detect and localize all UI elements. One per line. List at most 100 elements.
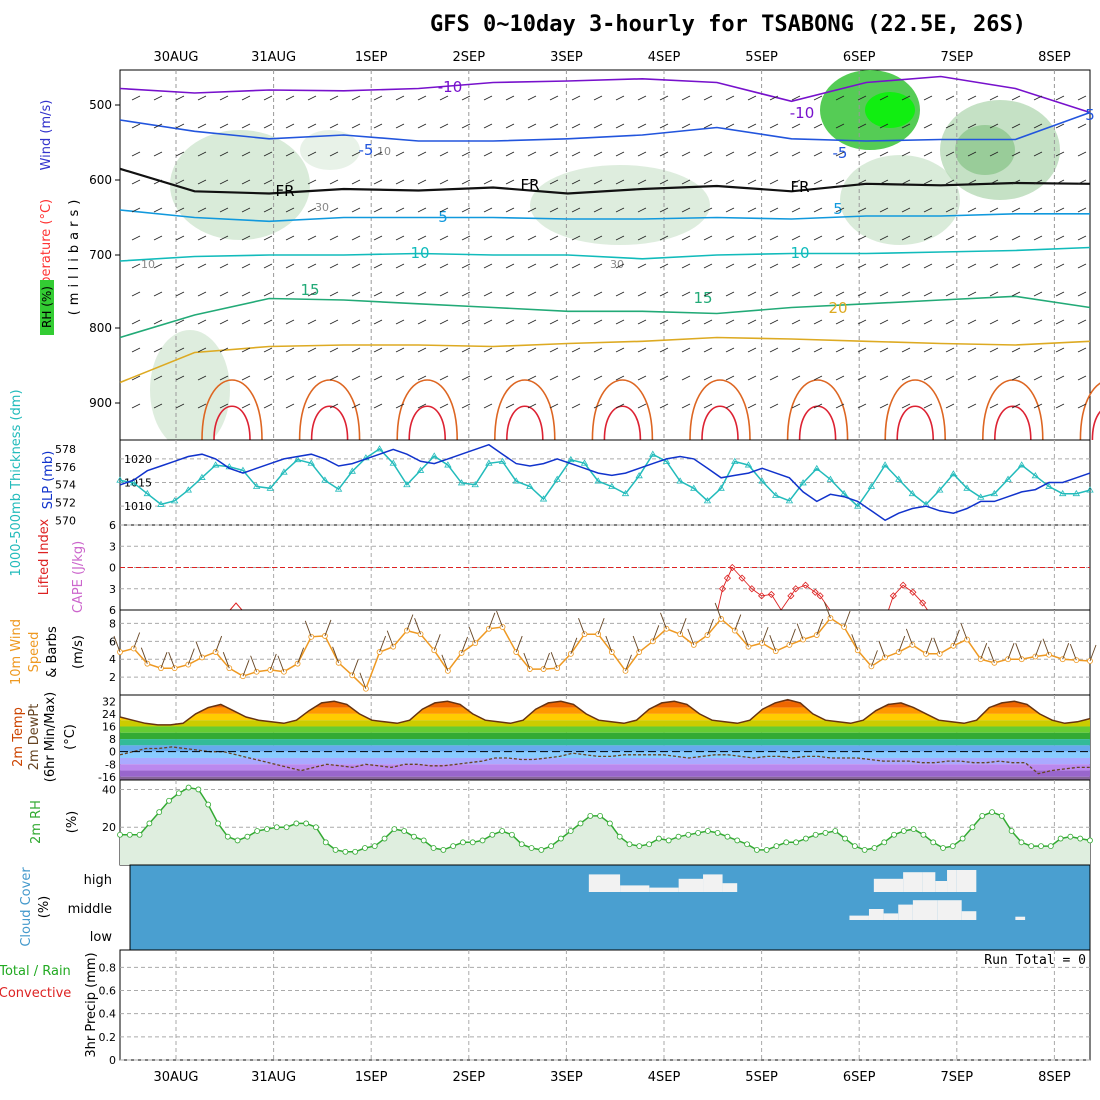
contour-label: 10 (790, 244, 809, 262)
wind10m-barb (195, 641, 203, 658)
li-point (909, 588, 917, 596)
rh2m-point (273, 824, 280, 831)
wind-barb (439, 263, 449, 269)
wind-barb (989, 319, 999, 325)
thickness-tick-label: 574 (55, 479, 76, 492)
wind-barb (351, 179, 361, 185)
wind10m-barb (597, 617, 605, 635)
wind-barb (835, 95, 845, 101)
wind-barb (879, 179, 889, 185)
wind-barb (417, 151, 427, 157)
wind-barb (1011, 291, 1021, 297)
wind-barb (219, 403, 229, 409)
wind-barb (725, 207, 735, 213)
run-total-label: Run Total = 0 (984, 953, 1086, 968)
wind-barb (923, 291, 933, 297)
cloud-block-middle (883, 913, 899, 920)
wind-barb (417, 95, 427, 101)
wind-barb (857, 403, 867, 409)
wind-barb (857, 375, 867, 381)
wind-barb (923, 235, 933, 241)
rh2m-point (411, 833, 417, 840)
wind10m-barb (660, 612, 667, 629)
wind-barb (175, 263, 185, 269)
wind-barb (263, 151, 273, 157)
thickness-point (976, 493, 985, 500)
rh2m-point (989, 809, 995, 816)
wind-barb (549, 123, 559, 129)
pressure-tick-label: 800 (89, 321, 112, 335)
wind-barb (659, 375, 669, 381)
day-label-bottom: 5SEP (745, 1070, 778, 1085)
wind-barb (285, 207, 295, 213)
wind-barb (659, 263, 669, 269)
wind-barb (1011, 263, 1021, 269)
wind-barb (835, 319, 845, 325)
wind-barb (967, 347, 977, 353)
wind-barb (769, 95, 779, 101)
rh2m-point (822, 829, 829, 836)
thickness-point (867, 482, 876, 489)
wind10m-barb (1069, 643, 1077, 661)
isotherm-loop-30 (310, 405, 349, 441)
value-tick-label: 6 (109, 635, 116, 648)
wind-barb (945, 263, 955, 269)
rh2m-point (195, 786, 202, 793)
wind-barb (659, 291, 669, 297)
wind-barb (1011, 123, 1021, 129)
wind-barb (791, 403, 801, 409)
wind-barb (461, 179, 471, 185)
thickness-tick-label: 578 (55, 443, 76, 456)
temp-band (120, 770, 1090, 777)
wind-barb (1033, 179, 1043, 185)
wind-barb (945, 319, 955, 325)
wind-barb (483, 123, 493, 129)
rh2m-point (969, 824, 976, 831)
wind-barb (131, 375, 141, 381)
wind-barb (527, 151, 537, 157)
cloud-block-high (649, 887, 679, 892)
wind-barb (197, 319, 207, 325)
rh2m-axis-text: 2m RH (29, 800, 44, 844)
wind-barb (197, 207, 207, 213)
wind-barb (131, 319, 141, 325)
wind-barb (813, 319, 823, 325)
value-tick-label: 6 (109, 604, 116, 617)
wind-barb (615, 347, 625, 353)
thickness-point (758, 477, 766, 484)
wind-barb (967, 403, 977, 409)
wind-barb (417, 291, 427, 297)
wind-barb (989, 263, 999, 269)
thickness-point (1086, 486, 1094, 493)
isotherm-loop-25 (786, 379, 849, 441)
wind-barb (637, 179, 647, 185)
wind-barb (153, 403, 163, 409)
wind-barb (681, 291, 691, 297)
wind-barb (329, 375, 339, 381)
dewpt2m-line (119, 746, 1090, 775)
wind-barb (263, 95, 273, 101)
wind10m-barb (187, 648, 195, 665)
cloud-block-middle (937, 900, 962, 920)
rh2m-point (998, 812, 1005, 819)
temp-axis-label: 2m Temp 2m DewPt (6hr Min/Max) (°C) (11, 692, 78, 782)
wind10m-barb (468, 626, 476, 644)
wind-barb (879, 95, 889, 101)
li-segment (770, 594, 782, 611)
wind-barb (813, 347, 823, 353)
wind-barb (241, 403, 251, 409)
wind-barb (703, 123, 713, 129)
rh2m-point (724, 833, 731, 840)
wind-barb (285, 151, 295, 157)
wind-barb (1055, 403, 1065, 409)
wind-barb (571, 403, 581, 409)
li-point (811, 588, 819, 596)
wind10m-barb (578, 617, 585, 635)
wind-barb (769, 263, 779, 269)
wind-barb (527, 263, 537, 269)
wind-barb (131, 403, 141, 409)
wind-barb (175, 151, 185, 157)
rh-legend-swatch (40, 280, 54, 335)
temp-axis-text: 2m Temp (11, 707, 26, 767)
wind-barb (747, 235, 757, 241)
